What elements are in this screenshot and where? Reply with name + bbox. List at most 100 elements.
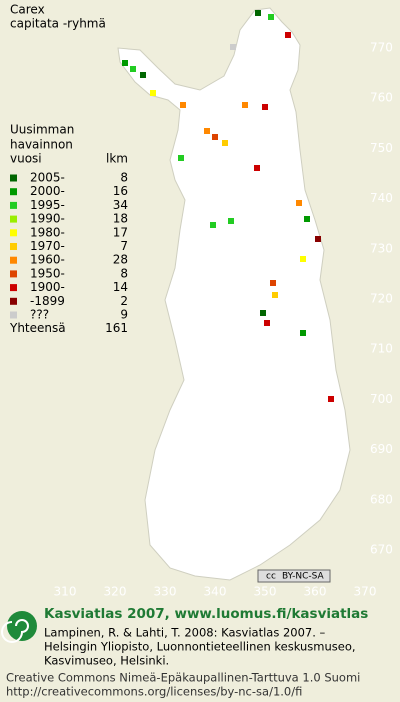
footer-title[interactable]: Kasviatlas 2007, www.luomus.fi/kasviatla… xyxy=(44,606,368,622)
square xyxy=(270,280,276,286)
legend-title: havainnon xyxy=(10,138,73,152)
square xyxy=(180,102,186,108)
legend-label: 2000- xyxy=(30,184,65,198)
square xyxy=(264,320,270,326)
y-grid-label: 770 xyxy=(370,41,393,55)
x-grid-label: 320 xyxy=(104,585,127,599)
square xyxy=(212,134,218,140)
legend: 2005- 8 2000- 16 1995- 34 1990- 18 1980- 17 1970- 7… xyxy=(9,171,128,336)
legend-column: vuosi xyxy=(10,152,42,166)
badge-cc: cc xyxy=(266,572,276,582)
legend-label: 1995- xyxy=(30,198,65,212)
y-grid-label: 760 xyxy=(370,91,393,105)
legend-swatch xyxy=(10,297,17,305)
square xyxy=(304,216,310,222)
square xyxy=(228,218,234,224)
observation-squares xyxy=(122,10,334,402)
square xyxy=(178,155,184,161)
square xyxy=(315,236,321,242)
x-grid-label: 360 xyxy=(304,585,327,599)
square xyxy=(210,222,216,228)
legend-swatch xyxy=(10,311,17,319)
legend-swatch xyxy=(10,243,17,250)
badge-license: BY-NC-SA xyxy=(282,572,325,582)
y-grid-label: 680 xyxy=(370,492,393,506)
y-grid-label: 670 xyxy=(370,543,393,557)
square xyxy=(300,256,306,262)
legend-count: 8 xyxy=(120,266,128,280)
y-grid-label: 740 xyxy=(370,191,393,205)
x-grid-label: 370 xyxy=(354,585,377,599)
finland-outline xyxy=(117,7,351,581)
y-grid-label: 750 xyxy=(370,141,393,155)
x-grid-label: 310 xyxy=(54,585,77,599)
legend-title: Uusimman xyxy=(10,123,74,137)
legend-total: 161 xyxy=(105,321,128,335)
legend-swatch xyxy=(10,229,17,237)
x-grid-label: 340 xyxy=(204,585,227,599)
square xyxy=(328,396,334,402)
square xyxy=(262,104,268,110)
square xyxy=(285,32,291,38)
square xyxy=(140,72,146,78)
legend-label: -1899 xyxy=(30,294,65,308)
y-grid-label: 700 xyxy=(370,392,393,406)
grid-labels: 310 320 330 340 350 360 370 770 760 750 740 730 720 7… xyxy=(54,41,393,599)
legend-swatch xyxy=(10,215,17,223)
legend-count: 8 xyxy=(120,171,128,185)
legend-count: 16 xyxy=(113,184,128,198)
y-grid-label: 730 xyxy=(370,241,393,255)
legend-column: lkm xyxy=(106,152,128,166)
square xyxy=(150,90,156,96)
legend-label: 2005- xyxy=(30,171,65,185)
legend-swatch xyxy=(10,284,17,292)
square xyxy=(254,165,260,171)
legend-count: 2 xyxy=(120,294,128,308)
legend-swatch xyxy=(10,188,17,196)
legend-label: ??? xyxy=(30,308,49,322)
legend-count: 34 xyxy=(113,198,128,212)
square xyxy=(255,10,261,16)
logo xyxy=(1,611,37,643)
legend-swatch xyxy=(10,256,17,264)
license-url[interactable]: http://creativecommons.org/licenses/by-n… xyxy=(6,685,302,699)
legend-label: 1980- xyxy=(30,225,65,239)
legend-total-label: Yhteensä xyxy=(9,321,66,335)
title-line: Carex xyxy=(10,3,45,17)
x-grid-label: 350 xyxy=(254,585,277,599)
legend-count: 18 xyxy=(113,212,128,226)
square xyxy=(272,292,278,298)
legend-label: 1900- xyxy=(30,280,65,294)
legend-count: 14 xyxy=(113,280,128,294)
square xyxy=(260,310,266,316)
legend-label: 1950- xyxy=(30,266,65,280)
legend-swatch xyxy=(10,270,17,278)
legend-label: 1960- xyxy=(30,253,65,267)
legend-count: 9 xyxy=(120,308,128,322)
square xyxy=(242,102,248,108)
y-grid-label: 710 xyxy=(370,342,393,356)
legend-swatch xyxy=(10,201,17,209)
legend-count: 7 xyxy=(120,239,128,253)
legend-label: 1990- xyxy=(30,212,65,226)
legend-label: 1970- xyxy=(30,239,65,253)
legend-count: 17 xyxy=(113,225,128,239)
square xyxy=(300,330,306,336)
citation: Lampinen, R. & Lahti, T. 2008: Kasviatla… xyxy=(44,626,326,640)
y-grid-label: 690 xyxy=(370,442,393,456)
legend-swatch xyxy=(10,174,17,182)
square xyxy=(222,140,228,146)
citation: Kasvimuseo, Helsinki. xyxy=(44,654,169,668)
license-badge[interactable] xyxy=(257,569,331,583)
square xyxy=(296,200,302,206)
square xyxy=(230,44,236,50)
x-grid-label: 330 xyxy=(154,585,177,599)
square xyxy=(122,60,128,66)
square xyxy=(204,128,210,134)
legend-count: 28 xyxy=(113,253,128,267)
square xyxy=(268,14,274,20)
citation: Helsingin Yliopisto, Luonnontieteellinen… xyxy=(44,640,356,654)
license-text: Creative Commons Nimeä-Epäkaupallinen-Ta… xyxy=(6,671,360,685)
